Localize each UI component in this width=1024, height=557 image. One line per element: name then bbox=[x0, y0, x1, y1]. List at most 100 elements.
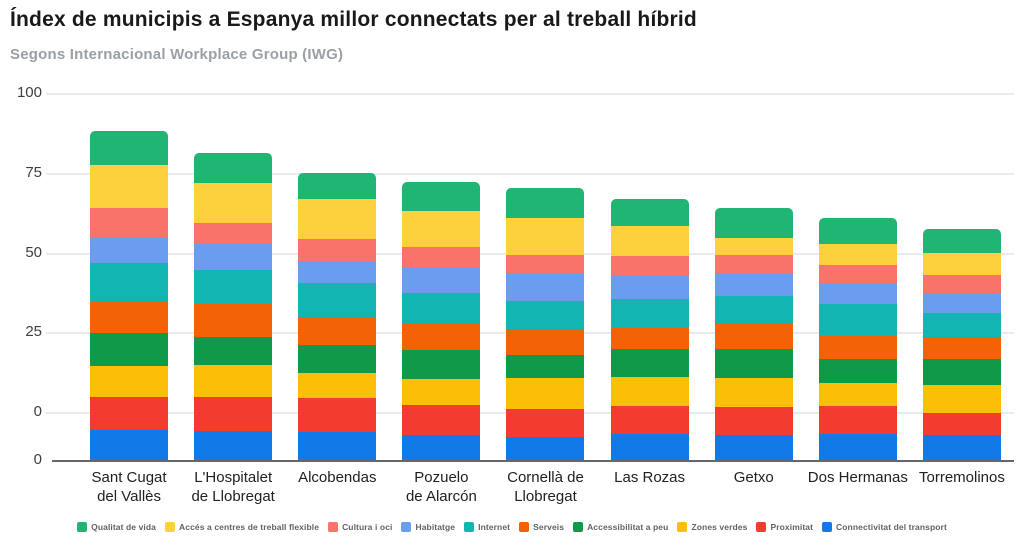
bar-segment bbox=[506, 437, 585, 460]
legend-swatch bbox=[165, 522, 176, 532]
bar-segment bbox=[714, 254, 793, 274]
y-tick-label: 75 bbox=[25, 163, 42, 181]
legend-swatch bbox=[519, 522, 530, 532]
bar-cell bbox=[389, 93, 493, 460]
x-tick-label: L'Hospitalet de Llobregat bbox=[181, 468, 285, 506]
bar-segment bbox=[298, 172, 377, 200]
bar-segment bbox=[714, 435, 793, 460]
bar-segment bbox=[610, 327, 689, 349]
bar-segment bbox=[610, 405, 689, 435]
bar-segment bbox=[402, 210, 481, 247]
bar-segment bbox=[922, 312, 1001, 337]
x-tick-label: Sant Cugat del Vallès bbox=[77, 468, 181, 506]
bar-segment bbox=[402, 267, 481, 293]
bar-segment bbox=[90, 301, 169, 333]
bar-segment bbox=[298, 397, 377, 432]
x-axis: Sant Cugat del Vallès L'Hospitalet de Llobr… bbox=[77, 468, 1014, 506]
bar-segment bbox=[922, 252, 1001, 275]
legend-label: Internet bbox=[478, 522, 511, 532]
gridline bbox=[46, 93, 1014, 95]
bar-segment bbox=[194, 222, 273, 245]
bar-segment bbox=[402, 246, 481, 268]
bar-segment bbox=[298, 431, 377, 460]
x-tick-label: Cornellà de Llobregat bbox=[493, 468, 597, 506]
bar-segment bbox=[194, 397, 273, 431]
bar-segment bbox=[714, 406, 793, 435]
bar-segment bbox=[714, 295, 793, 323]
bar-segment bbox=[714, 377, 793, 407]
bar-segment bbox=[818, 264, 897, 283]
bar-segment bbox=[402, 379, 481, 405]
bar-segment bbox=[506, 300, 585, 330]
legend: Qualitat de vida Accés a centres de treba… bbox=[0, 522, 1024, 532]
bar-cell bbox=[181, 93, 285, 460]
legend-swatch bbox=[756, 522, 767, 532]
bar-segment bbox=[90, 237, 169, 263]
bar-segment bbox=[90, 262, 169, 302]
x-tick-label: Getxo bbox=[702, 468, 806, 506]
x-tick-line: de Llobregat bbox=[191, 488, 275, 505]
bar-segment bbox=[610, 256, 689, 277]
bar-segment bbox=[714, 237, 793, 255]
bar-segment bbox=[610, 434, 689, 460]
x-tick-label: Torremolinos bbox=[910, 468, 1014, 506]
bar-cell bbox=[702, 93, 806, 460]
bar-segment bbox=[298, 344, 377, 373]
bar-segment bbox=[90, 396, 169, 430]
x-tick-line: del Vallès bbox=[97, 488, 162, 505]
bar-segment bbox=[922, 292, 1001, 313]
legend-item: Accés a centres de treball flexible bbox=[165, 522, 319, 532]
legend-item: Internet bbox=[464, 522, 510, 532]
legend-label: Cultura i oci bbox=[342, 522, 393, 532]
bar-segment bbox=[402, 435, 481, 460]
bar-getxo bbox=[714, 207, 793, 460]
bar-segment bbox=[714, 207, 793, 238]
bar-segment bbox=[610, 199, 689, 227]
bar-segment bbox=[298, 372, 377, 398]
bar-dos-hermanas bbox=[818, 217, 897, 460]
y-tick-label: 50 bbox=[25, 243, 42, 261]
bar-las-rozas bbox=[610, 199, 689, 460]
x-tick-line: Pozuelo bbox=[414, 469, 469, 486]
bar-segment bbox=[506, 188, 585, 218]
bar-segment bbox=[818, 358, 897, 383]
legend-label: Serveis bbox=[533, 522, 565, 532]
bar-segment bbox=[818, 243, 897, 265]
legend-item: Proximitat bbox=[756, 522, 813, 532]
bar-segment bbox=[610, 376, 689, 406]
x-tick-label: Alcobendas bbox=[285, 468, 389, 506]
legend-item: Cultura i oci bbox=[328, 522, 392, 532]
bar-segment bbox=[90, 165, 169, 208]
bar-segment bbox=[298, 239, 377, 262]
y-tick-label: 0 bbox=[33, 451, 42, 468]
bar-segment bbox=[402, 349, 481, 380]
bar-cell bbox=[910, 93, 1014, 460]
bar-segment bbox=[90, 131, 169, 166]
bar-segment bbox=[922, 274, 1001, 293]
bar-segment bbox=[298, 261, 377, 283]
bar-segment bbox=[714, 322, 793, 349]
bar-cell bbox=[77, 93, 181, 460]
bar-segment bbox=[90, 365, 169, 397]
bar-segment bbox=[194, 269, 273, 304]
bar-segment bbox=[506, 329, 585, 355]
x-tick-line: Alcobendas bbox=[298, 469, 377, 486]
x-tick-label: Las Rozas bbox=[598, 468, 702, 506]
bar-segment bbox=[922, 384, 1001, 413]
bar-segment bbox=[714, 348, 793, 378]
bar-segment bbox=[402, 182, 481, 211]
x-tick-line: L'Hospitalet bbox=[194, 469, 273, 486]
bar-segment bbox=[818, 335, 897, 359]
x-tick-line: Torremolinos bbox=[918, 469, 1005, 486]
x-tick-line: Sant Cugat bbox=[91, 469, 167, 486]
bar-segment bbox=[818, 382, 897, 406]
legend-swatch bbox=[77, 522, 88, 532]
legend-label: Proximitat bbox=[770, 522, 814, 532]
bar-segment bbox=[610, 299, 689, 328]
legend-label: Accés a centres de treball flexible bbox=[179, 522, 320, 532]
bar-cornell-de-llobregat bbox=[506, 188, 585, 460]
bar-segment bbox=[610, 348, 689, 377]
legend-item: Serveis bbox=[519, 522, 564, 532]
y-tick-label: 25 bbox=[25, 323, 42, 341]
bar-cell bbox=[598, 93, 702, 460]
